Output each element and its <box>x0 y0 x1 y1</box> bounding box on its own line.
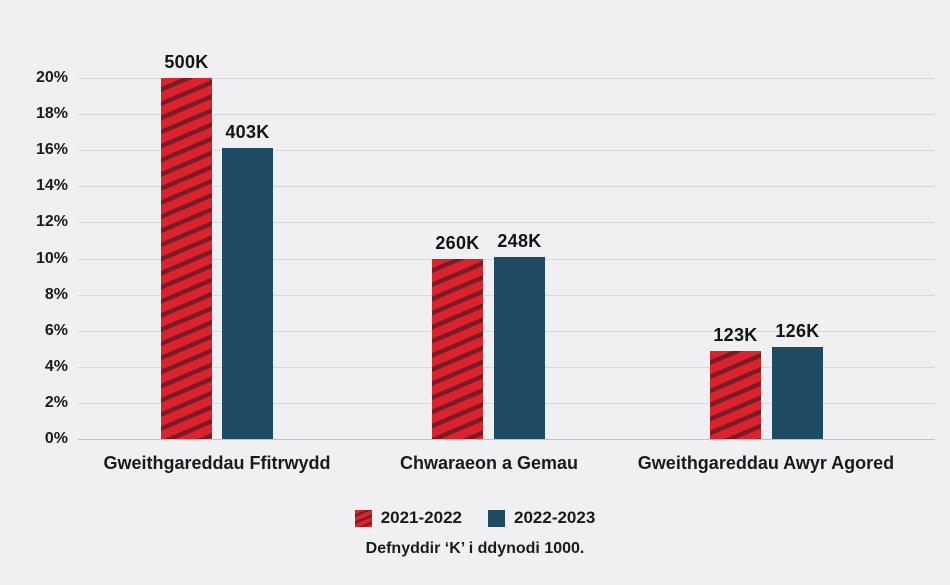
bar-value-label: 500K <box>164 52 209 72</box>
y-axis-tick-label: 8% <box>44 286 68 303</box>
gridline <box>78 114 935 115</box>
bar-2021-2022-awyr-agored <box>710 350 761 439</box>
bar-group-awyr-agored-2022-2023: 126K <box>772 321 823 439</box>
y-axis-tick-label: 12% <box>35 213 68 230</box>
category-label-ffitrwydd: Gweithgareddau Ffitrwydd <box>103 453 331 473</box>
bar-group-chwaraeon-2022-2023: 248K <box>494 231 545 439</box>
legend-swatch-2021-2022 <box>354 509 372 527</box>
y-axis-tick-label: 20% <box>35 69 68 86</box>
y-axis-tick-label: 6% <box>44 322 68 339</box>
bar-value-label: 126K <box>775 320 820 341</box>
legend: 2021-2022 2022-2023 <box>0 508 950 528</box>
category-label-chwaraeon: Chwaraeon a Gemau <box>399 453 579 473</box>
bar-group-awyr-agored-2021-2022: 123K <box>710 325 761 439</box>
legend-label-2022-2023: 2022-2023 <box>514 508 596 527</box>
category-label-awyr-agored: Gweithgareddau Awyr Agored <box>637 453 895 473</box>
legend-item-2022-2023: 2022-2023 <box>488 508 595 528</box>
chart-footnote: Defnyddir ‘K’ i ddynodi 1000. <box>365 540 585 557</box>
bar-2022-2023-ffitrwydd <box>222 148 273 439</box>
bar-group-ffitrwydd-2021-2022: 500K <box>161 52 212 439</box>
y-axis-tick-label: 2% <box>44 394 68 411</box>
bar-2022-2023-awyr-agored <box>772 346 823 439</box>
gridline <box>78 186 935 187</box>
x-axis-baseline <box>78 439 935 440</box>
bar-value-label: 403K <box>225 122 270 143</box>
bar-value-label: 260K <box>435 232 480 253</box>
bar-2021-2022-ffitrwydd <box>161 78 212 439</box>
y-axis-tick-label: 14% <box>35 177 68 194</box>
legend-item-2021-2022: 2021-2022 <box>354 508 462 528</box>
legend-label-2021-2022: 2021-2022 <box>380 508 462 527</box>
y-axis-tick-label: 10% <box>35 250 68 267</box>
bar-group-chwaraeon-2021-2022: 260K <box>432 232 483 439</box>
y-axis-tick-label: 18% <box>35 105 68 122</box>
bar-group-ffitrwydd-2022-2023: 403K <box>222 122 273 439</box>
bar-value-label: 123K <box>713 324 758 345</box>
gridline <box>78 222 935 223</box>
bar-value-label: 248K <box>497 230 542 251</box>
y-axis-tick-label: 0% <box>44 430 68 447</box>
y-axis-tick-label: 4% <box>44 358 68 375</box>
legend-swatch-2022-2023 <box>488 509 505 527</box>
bar-2021-2022-chwaraeon <box>432 258 483 439</box>
bar-2022-2023-chwaraeon <box>494 256 545 439</box>
gridline <box>78 150 935 151</box>
y-axis-tick-label: 16% <box>35 141 68 158</box>
gridline <box>78 78 935 79</box>
